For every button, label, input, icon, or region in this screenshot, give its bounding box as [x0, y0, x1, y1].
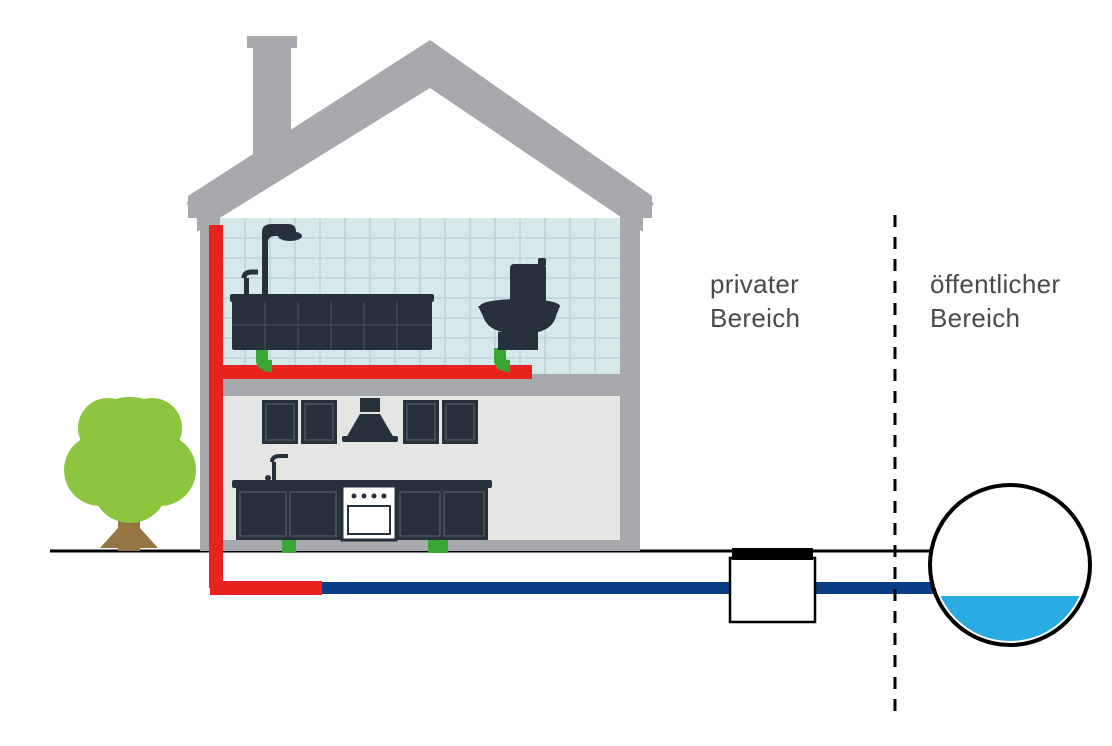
sewer-main-icon — [930, 485, 1090, 656]
inspection-box — [730, 548, 815, 622]
private-line1: privater — [710, 269, 799, 299]
kitchen-upper-cabinets — [262, 398, 478, 444]
tree-icon — [64, 397, 196, 551]
public-area-label: öffentlicher Bereich — [930, 268, 1060, 336]
public-line1: öffentlicher — [930, 269, 1060, 299]
private-area-label: privater Bereich — [710, 268, 800, 336]
house-drainage-diagram — [0, 0, 1112, 746]
public-line2: Bereich — [930, 303, 1020, 333]
private-line2: Bereich — [710, 303, 800, 333]
